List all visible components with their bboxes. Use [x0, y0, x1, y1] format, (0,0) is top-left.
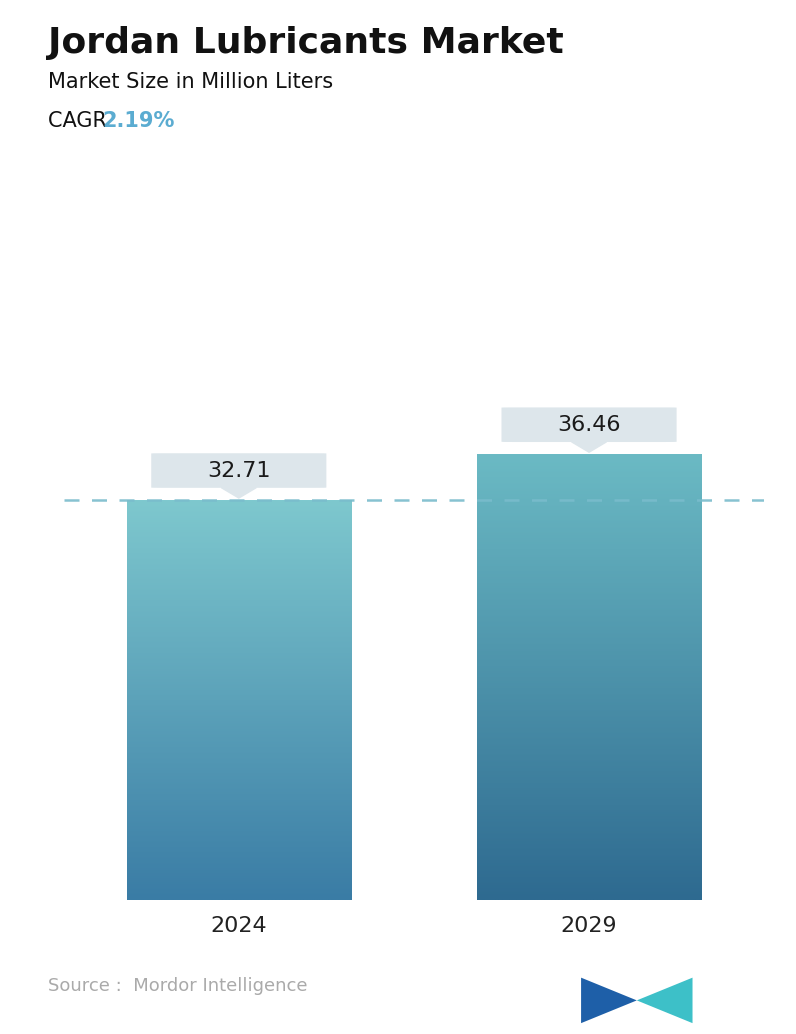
FancyBboxPatch shape: [501, 407, 677, 442]
Text: CAGR: CAGR: [48, 111, 113, 130]
Text: 32.71: 32.71: [207, 460, 271, 481]
FancyBboxPatch shape: [151, 453, 326, 488]
Text: Source :  Mordor Intelligence: Source : Mordor Intelligence: [48, 977, 307, 995]
Text: 36.46: 36.46: [557, 415, 621, 434]
Polygon shape: [221, 488, 256, 498]
Polygon shape: [572, 442, 607, 452]
Text: Market Size in Million Liters: Market Size in Million Liters: [48, 72, 333, 92]
Text: 2.19%: 2.19%: [102, 111, 174, 130]
Polygon shape: [637, 978, 693, 1024]
Polygon shape: [581, 978, 637, 1024]
Text: Jordan Lubricants Market: Jordan Lubricants Market: [48, 26, 564, 60]
